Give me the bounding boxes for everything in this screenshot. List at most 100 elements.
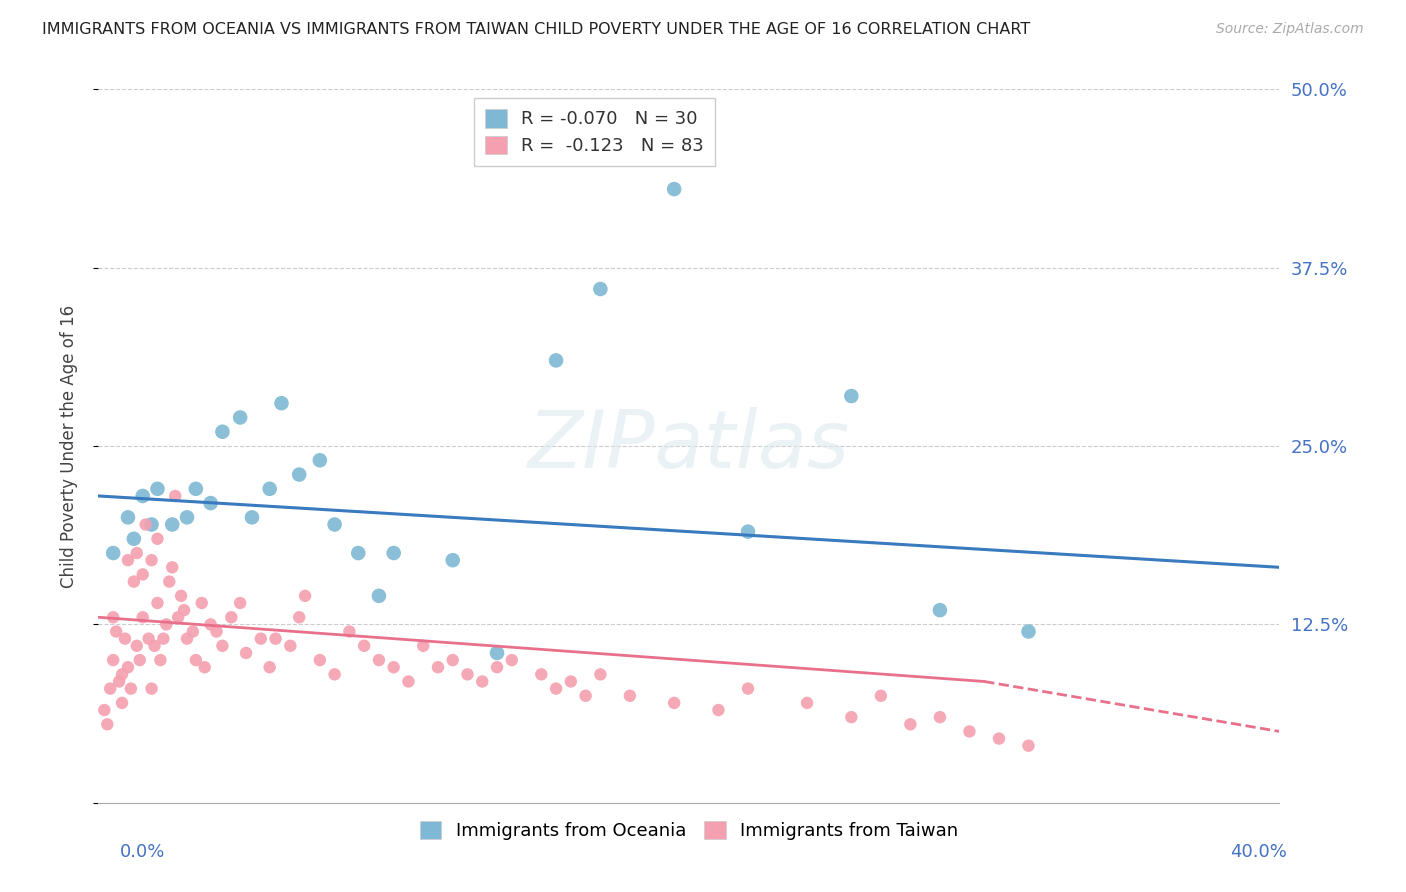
Point <box>501 653 523 667</box>
Point <box>120 681 142 696</box>
Point <box>288 467 311 482</box>
Point <box>441 653 464 667</box>
Point <box>132 489 155 503</box>
Point <box>427 660 450 674</box>
Point <box>288 610 311 624</box>
Point <box>125 546 148 560</box>
Point <box>270 396 292 410</box>
Point <box>530 667 553 681</box>
Point <box>441 553 464 567</box>
Point <box>152 632 174 646</box>
Point <box>323 517 346 532</box>
Point <box>162 560 183 574</box>
Point <box>707 703 730 717</box>
Point <box>664 696 686 710</box>
Point <box>382 546 405 560</box>
Point <box>486 660 509 674</box>
Point <box>146 596 169 610</box>
Point <box>138 632 160 646</box>
Point <box>141 681 163 696</box>
Point <box>294 589 316 603</box>
Text: IMMIGRANTS FROM OCEANIA VS IMMIGRANTS FROM TAIWAN CHILD POVERTY UNDER THE AGE OF: IMMIGRANTS FROM OCEANIA VS IMMIGRANTS FR… <box>42 22 1031 37</box>
Point <box>259 660 281 674</box>
Point <box>141 517 163 532</box>
Point <box>368 589 391 603</box>
Point <box>457 667 479 681</box>
Point <box>122 574 145 589</box>
Point <box>1018 739 1040 753</box>
Point <box>117 510 139 524</box>
Point <box>132 567 155 582</box>
Point <box>589 282 612 296</box>
Point <box>235 646 257 660</box>
Point <box>211 639 233 653</box>
Point <box>184 482 207 496</box>
Point <box>560 674 582 689</box>
Text: ZIPatlas: ZIPatlas <box>527 407 851 485</box>
Point <box>841 710 863 724</box>
Point <box>155 617 177 632</box>
Point <box>471 674 494 689</box>
Point <box>125 639 148 653</box>
Point <box>664 182 686 196</box>
Point <box>146 532 169 546</box>
Point <box>412 639 434 653</box>
Point <box>240 510 263 524</box>
Point <box>929 603 952 617</box>
Point <box>111 696 134 710</box>
Point <box>486 646 509 660</box>
Point <box>93 703 115 717</box>
Point <box>103 653 125 667</box>
Point <box>309 653 332 667</box>
Point <box>128 653 150 667</box>
Point <box>96 717 118 731</box>
Point <box>205 624 228 639</box>
Text: Source: ZipAtlas.com: Source: ZipAtlas.com <box>1216 22 1364 37</box>
Point <box>184 653 207 667</box>
Y-axis label: Child Poverty Under the Age of 16: Child Poverty Under the Age of 16 <box>59 304 77 588</box>
Point <box>211 425 233 439</box>
Legend: Immigrants from Oceania, Immigrants from Taiwan: Immigrants from Oceania, Immigrants from… <box>412 814 966 847</box>
Point <box>382 660 405 674</box>
Point <box>194 660 217 674</box>
Point <box>737 681 759 696</box>
Point <box>546 681 568 696</box>
Point <box>347 546 370 560</box>
Point <box>546 353 568 368</box>
Point <box>122 532 145 546</box>
Point <box>368 653 391 667</box>
Point <box>264 632 287 646</box>
Point <box>141 553 163 567</box>
Point <box>143 639 166 653</box>
Point <box>323 667 346 681</box>
Point <box>229 596 252 610</box>
Point <box>135 517 157 532</box>
Point <box>114 632 136 646</box>
Point <box>98 681 121 696</box>
Point <box>870 689 893 703</box>
Point <box>309 453 332 467</box>
Point <box>170 589 193 603</box>
Point <box>737 524 759 539</box>
Point <box>200 617 222 632</box>
Point <box>181 624 204 639</box>
Point <box>250 632 273 646</box>
Point <box>929 710 952 724</box>
Point <box>575 689 598 703</box>
Point <box>132 610 155 624</box>
Point <box>165 489 187 503</box>
Point <box>1018 624 1040 639</box>
Point <box>117 553 139 567</box>
Point <box>173 603 195 617</box>
Point <box>988 731 1011 746</box>
Point <box>959 724 981 739</box>
Point <box>280 639 302 653</box>
Point <box>900 717 922 731</box>
Point <box>398 674 420 689</box>
Point <box>191 596 214 610</box>
Point <box>111 667 134 681</box>
Point <box>796 696 818 710</box>
Point <box>221 610 243 624</box>
Point <box>589 667 612 681</box>
Point <box>841 389 863 403</box>
